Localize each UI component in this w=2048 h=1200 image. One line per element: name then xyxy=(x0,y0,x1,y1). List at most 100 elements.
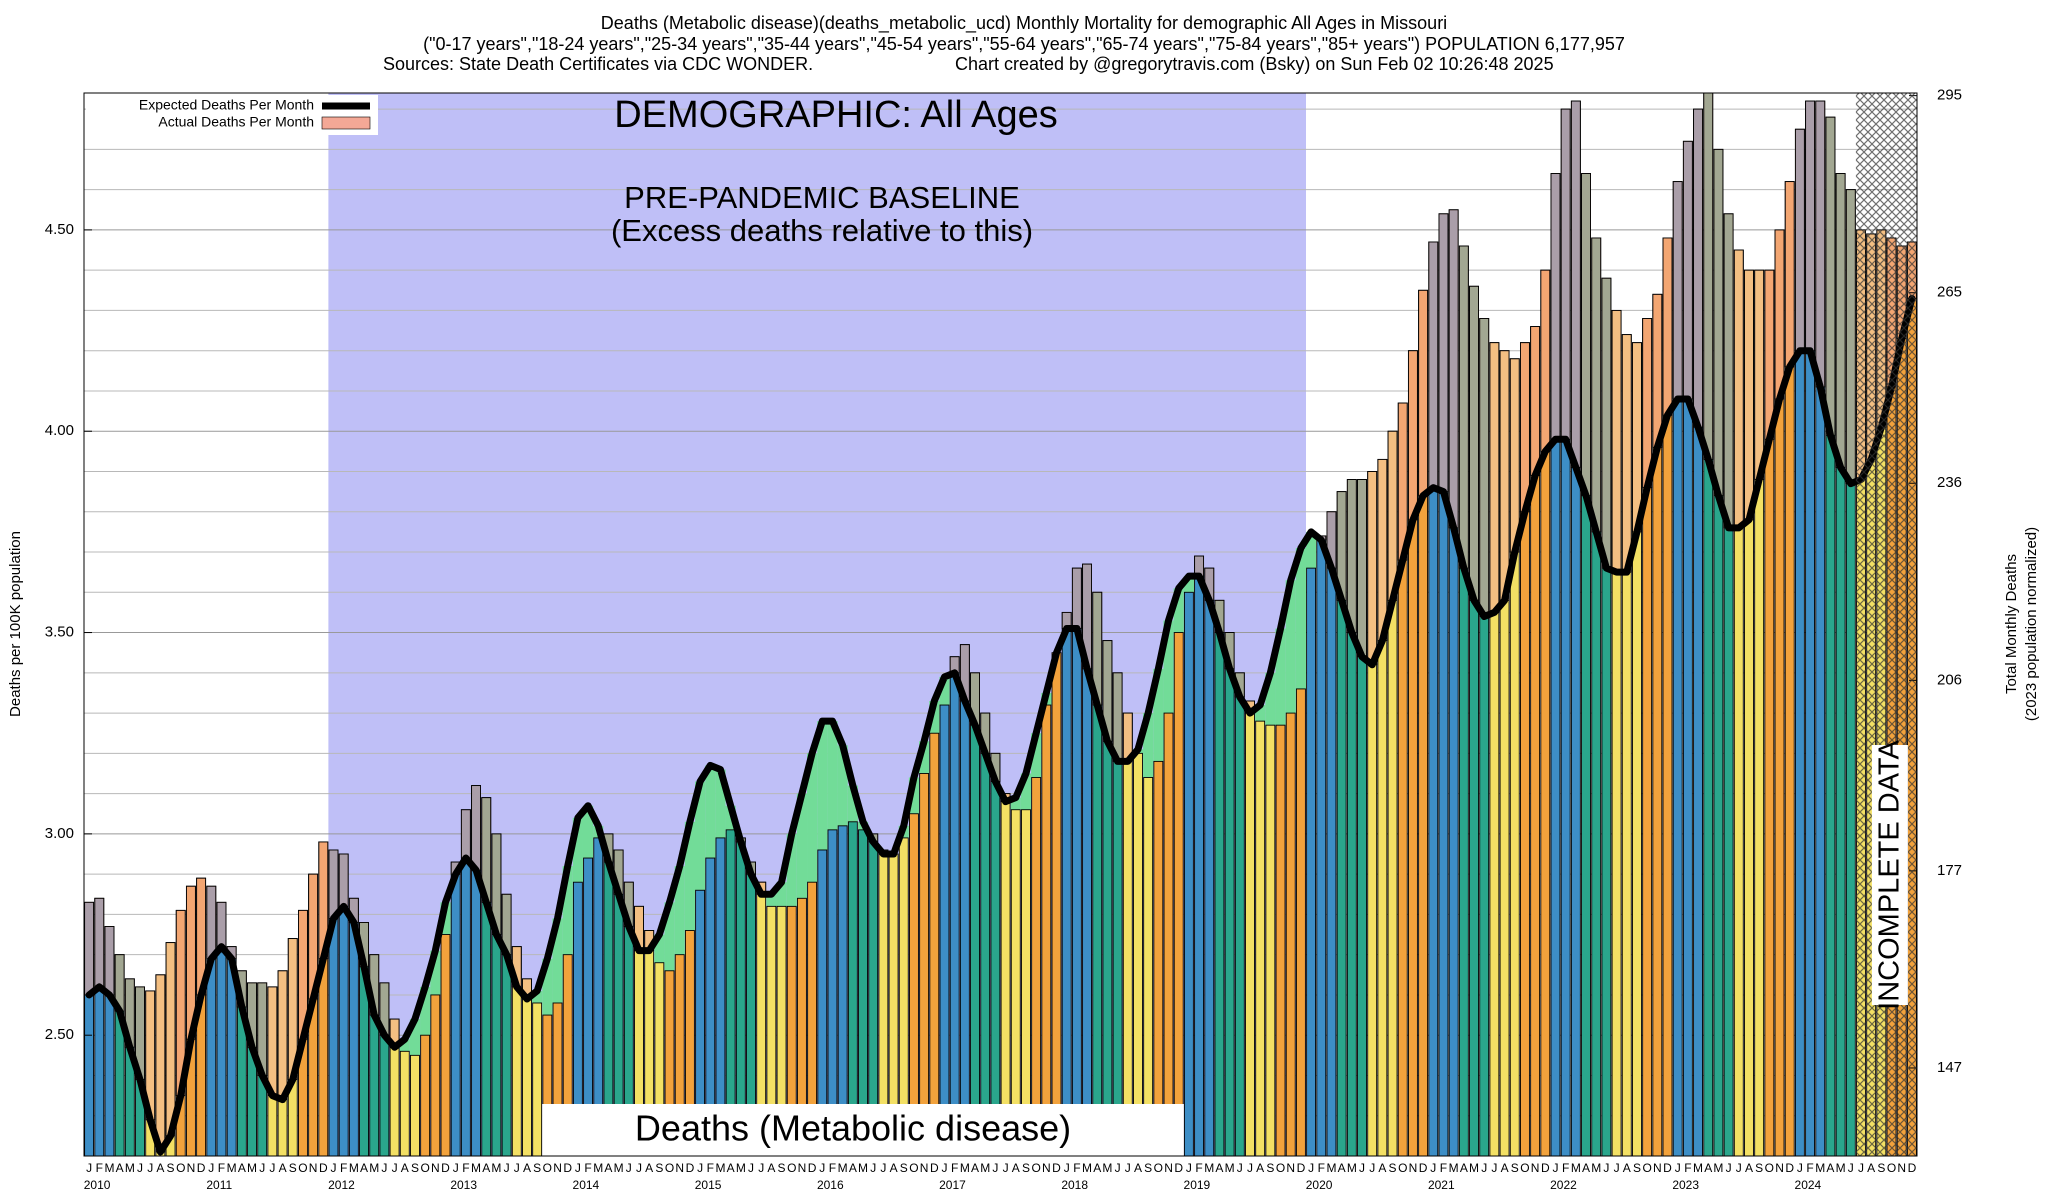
deficit-fill xyxy=(1255,705,1266,722)
deficit-fill xyxy=(664,902,675,971)
deficit-fill xyxy=(776,882,787,907)
excess-fill xyxy=(1071,567,1082,629)
excess-fill xyxy=(1591,237,1602,533)
x-tick-label: F xyxy=(218,1161,225,1175)
x-tick-label: M xyxy=(1693,1161,1703,1175)
x-tick-label: S xyxy=(900,1161,908,1175)
bar xyxy=(970,672,980,1157)
excess-fill xyxy=(1794,128,1805,352)
demographic-label: DEMOGRAPHIC: All Ages xyxy=(614,94,1057,136)
x-tick-label: O xyxy=(543,1161,552,1175)
x-tick-label: M xyxy=(104,1161,114,1175)
excess-fill xyxy=(1652,293,1663,448)
x-tick-label: A xyxy=(1623,1161,1631,1175)
x-tick-label: J xyxy=(392,1161,398,1175)
x-tick-label: A xyxy=(1582,1161,1590,1175)
x-tick-label: F xyxy=(462,1161,469,1175)
deficit-fill xyxy=(939,676,950,706)
x-tick-label: J xyxy=(1797,1161,1803,1175)
excess-fill xyxy=(1479,318,1490,617)
bar xyxy=(1275,724,1286,1157)
bar xyxy=(1285,712,1296,1157)
chart-title: Deaths (Metabolic disease)(deaths_metabo… xyxy=(601,13,1447,34)
x-tick-label: J xyxy=(636,1161,642,1175)
x-tick-label: M xyxy=(1082,1161,1092,1175)
excess-fill xyxy=(1662,237,1673,416)
expected-line xyxy=(85,294,1916,1156)
excess-fill xyxy=(460,809,471,859)
x-tick-label: F xyxy=(1195,1161,1202,1175)
excess-fill xyxy=(471,785,482,871)
x-tick-label: F xyxy=(340,1161,347,1175)
x-tick-label: M xyxy=(1815,1161,1825,1175)
x-tick-label: O xyxy=(420,1161,429,1175)
x-tick-label: S xyxy=(1511,1161,1519,1175)
x-tick-label: J xyxy=(1726,1161,1732,1175)
x-tick-label: J xyxy=(1186,1161,1192,1175)
year-label: 2021 xyxy=(1428,1178,1455,1192)
deficit-fill xyxy=(715,769,726,838)
excess-fill xyxy=(1815,100,1826,388)
x-tick-label: J xyxy=(1064,1161,1070,1175)
x-tick-label: D xyxy=(1785,1161,1794,1175)
y2-tick-label: 265 xyxy=(1937,284,1962,301)
x-tick-label: A xyxy=(1378,1161,1386,1175)
x-tick-label: N xyxy=(309,1161,318,1175)
excess-fill xyxy=(1682,140,1693,400)
excess-fill xyxy=(1458,245,1469,569)
x-tick-label: F xyxy=(1440,1161,1447,1175)
y-axis-label: Deaths per 100K population xyxy=(7,531,24,717)
bar xyxy=(1214,599,1225,1157)
legend-label: Expected Deaths Per Month xyxy=(139,97,314,113)
bar xyxy=(420,1034,431,1157)
year-label: 2014 xyxy=(573,1178,600,1192)
deficit-fill xyxy=(695,781,706,891)
excess-fill xyxy=(1448,209,1459,529)
x-tick-label: J xyxy=(381,1161,387,1175)
deficit-fill xyxy=(399,1039,410,1052)
x-tick-label: J xyxy=(1675,1161,1681,1175)
bar xyxy=(1245,700,1255,1157)
year-label: 2019 xyxy=(1184,1178,1211,1192)
x-tick-label: S xyxy=(1755,1161,1763,1175)
bar xyxy=(949,656,960,1157)
x-tick-label: J xyxy=(1003,1161,1009,1175)
x-tick-label: N xyxy=(1286,1161,1295,1175)
x-tick-label: M xyxy=(227,1161,237,1175)
y2-axis-label: (2023 population normalized) xyxy=(2023,527,2040,721)
x-tick-label: M xyxy=(838,1161,848,1175)
x-tick-label: M xyxy=(614,1161,624,1175)
x-tick-label: J xyxy=(514,1161,520,1175)
bar xyxy=(1122,712,1133,1157)
x-tick-label: F xyxy=(1073,1161,1080,1175)
x-tick-label: M xyxy=(715,1161,725,1175)
x-tick-label: J xyxy=(1858,1161,1864,1175)
x-tick-label: M xyxy=(369,1161,379,1175)
baseline-note: (Excess deaths relative to this) xyxy=(611,213,1033,248)
x-tick-label: O xyxy=(298,1161,307,1175)
deficit-fill xyxy=(409,1019,421,1056)
baseline-label: PRE-PANDEMIC BASELINE xyxy=(624,180,1020,215)
bar xyxy=(1051,652,1062,1157)
x-tick-label: D xyxy=(930,1161,939,1175)
x-tick-label: J xyxy=(208,1161,214,1175)
y-tick-label: 3.00 xyxy=(45,825,74,842)
y2-tick-label: 295 xyxy=(1937,87,1962,104)
x-tick-label: D xyxy=(1419,1161,1428,1175)
x-tick-label: A xyxy=(890,1161,898,1175)
x-tick-label: J xyxy=(819,1161,825,1175)
x-tick-label: S xyxy=(1266,1161,1274,1175)
x-tick-label: N xyxy=(1531,1161,1540,1175)
x-tick-label: O xyxy=(1520,1161,1529,1175)
deficit-fill xyxy=(1306,531,1317,569)
x-tick-label: A xyxy=(238,1161,246,1175)
deficit-fill xyxy=(430,950,441,995)
excess-fill xyxy=(1581,173,1591,497)
year-label: 2017 xyxy=(939,1178,966,1192)
x-tick-label: D xyxy=(197,1161,206,1175)
y-tick-label: 4.50 xyxy=(45,221,74,238)
x-tick-label: A xyxy=(1134,1161,1142,1175)
y2-tick-label: 236 xyxy=(1937,474,1962,491)
x-tick-label: J xyxy=(758,1161,764,1175)
